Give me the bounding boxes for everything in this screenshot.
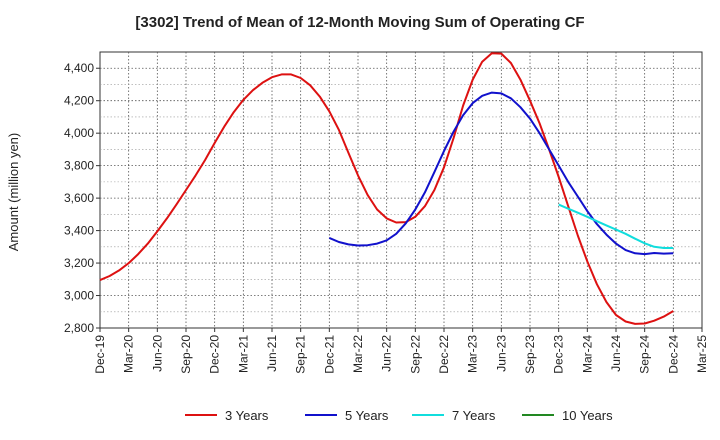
x-axis: Dec-19 Mar-20 Jun-20 Sep-20 Dec-20 Mar-21 Jun-… xyxy=(93,328,709,374)
y-tick-label: 4,400 xyxy=(64,61,94,75)
series-line-5-years xyxy=(328,91,674,256)
series-layer xyxy=(99,52,674,325)
grid-lines xyxy=(100,52,702,328)
x-tick-label: Mar-20 xyxy=(122,335,136,373)
x-tick-label: Jun-23 xyxy=(494,335,508,372)
legend-label: 10 Years xyxy=(562,408,613,423)
x-tick-label: Dec-22 xyxy=(437,335,451,374)
y-axis-label: Amount (million yen) xyxy=(6,133,21,252)
series-line-7-years xyxy=(558,203,674,249)
plot-frame xyxy=(99,51,703,329)
x-tick-label: Mar-25 xyxy=(695,335,709,373)
x-tick-label: Dec-21 xyxy=(322,335,336,374)
x-tick-label: Dec-19 xyxy=(93,335,107,374)
x-tick-label: Sep-21 xyxy=(294,335,308,374)
y-tick-label: 3,600 xyxy=(64,191,94,205)
x-tick-label: Jun-22 xyxy=(380,335,394,372)
chart-title: [3302] Trend of Mean of 12-Month Moving … xyxy=(135,14,584,31)
series-line-3-years xyxy=(99,52,674,325)
x-tick-label: Jun-20 xyxy=(150,335,164,372)
y-tick-label: 4,000 xyxy=(64,126,94,140)
x-tick-label: Dec-23 xyxy=(552,335,566,374)
y-tick-label: 3,800 xyxy=(64,159,94,173)
plot-area xyxy=(99,51,703,329)
legend-label: 5 Years xyxy=(345,408,389,423)
x-tick-label: Mar-22 xyxy=(351,335,365,373)
x-tick-label: Dec-24 xyxy=(666,335,680,374)
legend-label: 3 Years xyxy=(225,408,269,423)
x-tick-label: Jun-21 xyxy=(265,335,279,372)
x-tick-label: Jun-24 xyxy=(609,335,623,372)
x-tick-label: Dec-20 xyxy=(208,335,222,374)
x-tick-label: Sep-22 xyxy=(408,335,422,374)
legend-label: 7 Years xyxy=(452,408,496,423)
y-axis: 2,800 3,000 3,200 3,400 3,600 3,800 4,000 4,200… xyxy=(64,61,100,335)
x-tick-label: Mar-24 xyxy=(580,335,594,373)
y-tick-label: 3,200 xyxy=(64,256,94,270)
y-tick-label: 3,400 xyxy=(64,224,94,238)
x-tick-label: Sep-24 xyxy=(638,335,652,374)
y-tick-label: 4,200 xyxy=(64,94,94,108)
x-tick-label: Sep-20 xyxy=(179,335,193,374)
x-tick-label: Mar-23 xyxy=(466,335,480,373)
legend: 3 Years 5 Years 7 Years 10 Years xyxy=(185,408,613,423)
y-tick-label: 3,000 xyxy=(64,289,94,303)
x-tick-label: Mar-21 xyxy=(236,335,250,373)
y-tick-label: 2,800 xyxy=(64,321,94,335)
x-tick-label: Sep-23 xyxy=(523,335,537,374)
